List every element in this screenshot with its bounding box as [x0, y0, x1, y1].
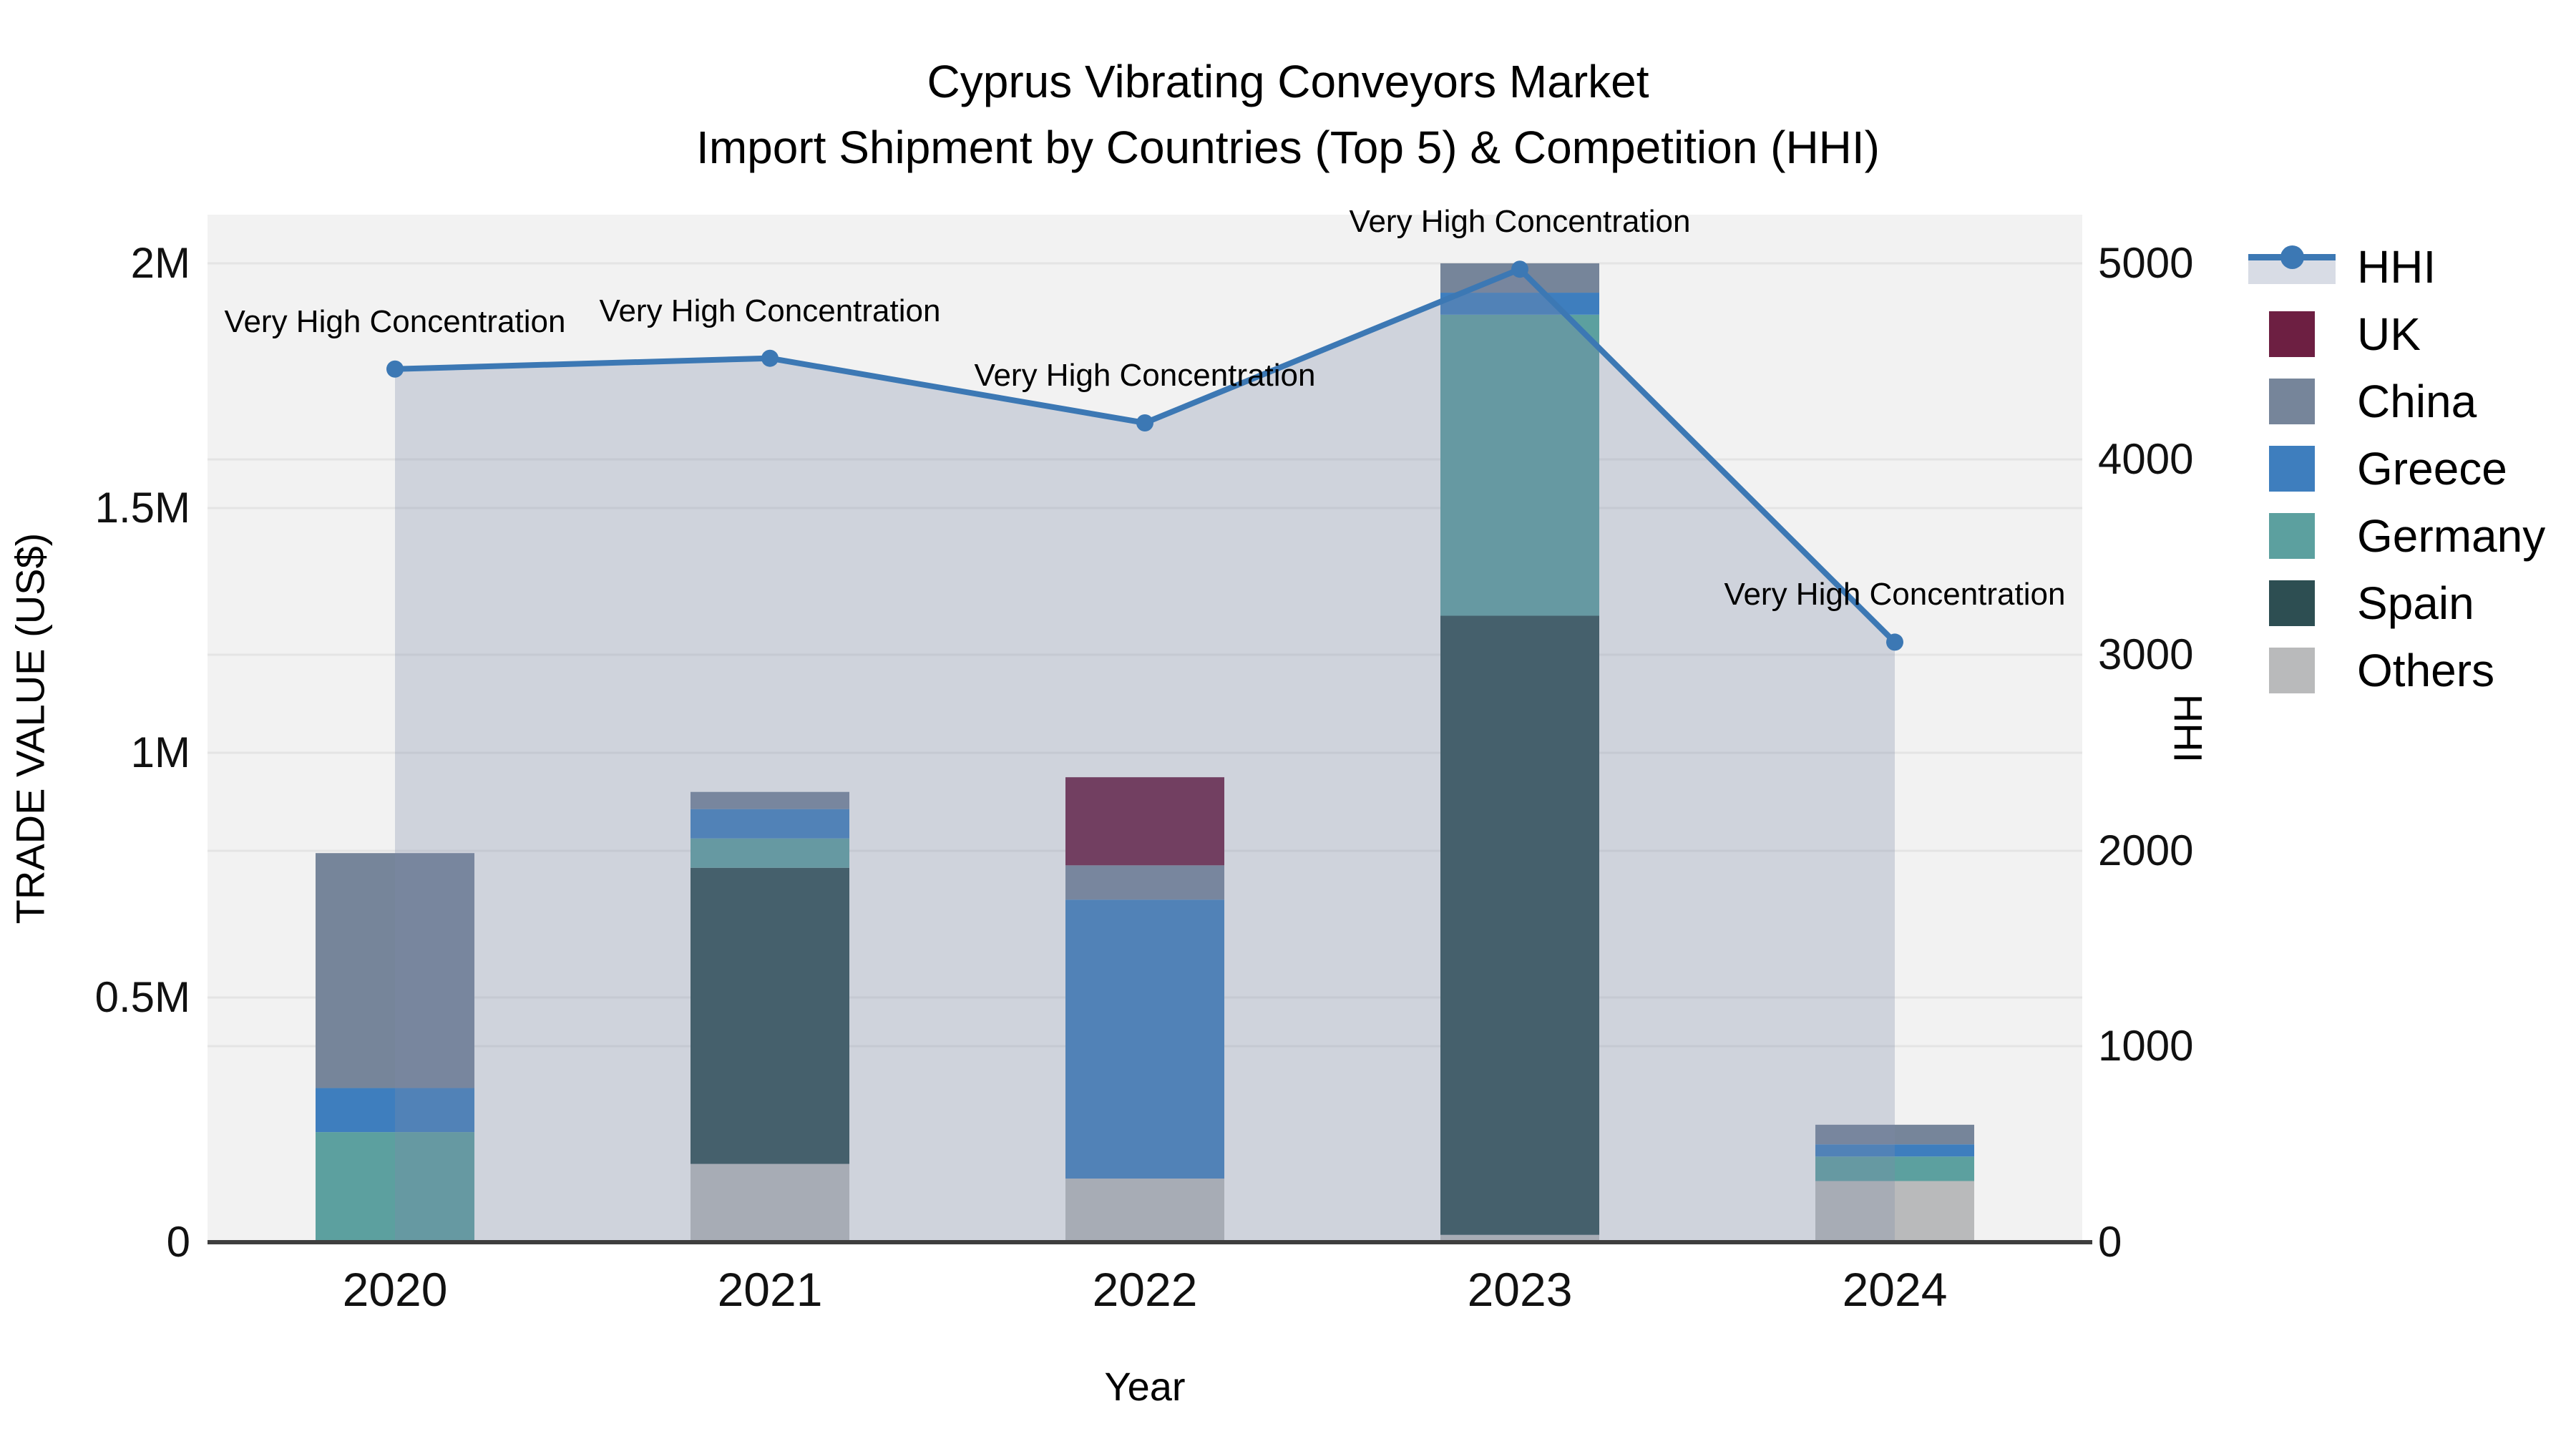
y-right-tick-0: 0 [2098, 1218, 2122, 1266]
legend-label-china: China [2357, 376, 2477, 427]
legend-swatch-china [2269, 379, 2315, 424]
bar-segment-spain-2023[interactable] [1440, 615, 1599, 1235]
bar-segment-greece-2021[interactable] [691, 809, 849, 839]
x-tick-2020: 2020 [342, 1263, 448, 1316]
x-tick-2022: 2022 [1092, 1263, 1198, 1316]
legend-swatch-spain [2269, 580, 2315, 626]
hhi-annotation-2024: Very High Concentration [1724, 577, 2066, 613]
hhi-marker-2021[interactable] [761, 349, 779, 367]
bar-segment-china-2022[interactable] [1065, 865, 1224, 900]
hhi-area [395, 269, 1895, 1242]
hhi-marker-2024[interactable] [1886, 633, 1903, 651]
bar-segment-greece-2023[interactable] [1440, 293, 1599, 315]
legend-line-sample [2248, 244, 2336, 290]
bar-segment-germany-2023[interactable] [1440, 314, 1599, 616]
x-tick-2024: 2024 [1842, 1263, 1948, 1316]
bar-segment-china-2024[interactable] [1815, 1124, 1974, 1145]
legend-swatch-sample [2248, 648, 2336, 693]
legend-item-others[interactable]: Others [2248, 637, 2545, 704]
y-right-tick-5000: 5000 [2098, 239, 2194, 287]
bar-segment-greece-2024[interactable] [1815, 1144, 1974, 1157]
legend-swatch-greece [2269, 446, 2315, 492]
y-left-tick-1M: 1M [130, 728, 190, 776]
legend-label-hhi: HHI [2357, 241, 2436, 293]
y-left-tick-0: 0 [166, 1218, 190, 1266]
legend-swatch-sample [2248, 513, 2336, 559]
chart-title-line1: Cyprus Vibrating Conveyors Market [927, 56, 1649, 107]
x-tick-2021: 2021 [717, 1263, 823, 1316]
bar-segment-greece-2022[interactable] [1065, 899, 1224, 1179]
y-left-tick-0.5M: 0.5M [94, 973, 190, 1021]
hhi-annotation-2020: Very High Concentration [224, 303, 566, 339]
legend-item-china[interactable]: China [2248, 368, 2545, 435]
legend-item-uk[interactable]: UK [2248, 301, 2545, 368]
y-right-tick-3000: 3000 [2098, 630, 2194, 679]
y-right-tick-1000: 1000 [2098, 1022, 2194, 1070]
hhi-marker-2022[interactable] [1136, 414, 1153, 431]
bar-segment-greece-2020[interactable] [316, 1088, 474, 1133]
legend-swatch-germany [2269, 513, 2315, 559]
y-right-tick-2000: 2000 [2098, 826, 2194, 874]
legend-swatch-sample [2248, 311, 2336, 357]
bar-segment-uk-2022[interactable] [1065, 777, 1224, 866]
legend-item-greece[interactable]: Greece [2248, 435, 2545, 502]
bar-segment-germany-2020[interactable] [316, 1132, 474, 1242]
bar-segment-others-2022[interactable] [1065, 1179, 1224, 1242]
chart-title-line2: Import Shipment by Countries (Top 5) & C… [696, 122, 1880, 173]
bar-segment-others-2023[interactable] [1440, 1234, 1599, 1242]
legend-item-hhi[interactable]: HHI [2248, 233, 2545, 301]
legend: HHI UK China Greece Germany Spain Others [2248, 233, 2545, 704]
legend-item-spain[interactable]: Spain [2248, 570, 2545, 637]
y-axis-title-right: HHI [2165, 693, 2211, 763]
legend-item-germany[interactable]: Germany [2248, 502, 2545, 570]
legend-swatch-others [2269, 648, 2315, 693]
bar-segment-china-2021[interactable] [691, 791, 849, 809]
legend-label-spain: Spain [2357, 577, 2474, 629]
x-tick-2023: 2023 [1467, 1263, 1573, 1316]
y-left-tick-2M: 2M [130, 239, 190, 287]
legend-swatch-uk [2269, 311, 2315, 357]
hhi-annotation-2021: Very High Concentration [599, 293, 941, 328]
legend-label-germany: Germany [2357, 510, 2546, 562]
hhi-marker-2020[interactable] [386, 360, 404, 378]
legend-swatch-sample [2248, 580, 2336, 626]
legend-marker-icon [2280, 245, 2304, 269]
legend-swatch-sample [2248, 446, 2336, 492]
legend-label-greece: Greece [2357, 443, 2507, 494]
x-axis-title: Year [1104, 1364, 1186, 1409]
bar-segment-germany-2021[interactable] [691, 838, 849, 868]
bar-segment-germany-2024[interactable] [1815, 1156, 1974, 1181]
hhi-annotation-2023: Very High Concentration [1349, 204, 1691, 240]
legend-swatch-sample [2248, 379, 2336, 424]
bar-segment-others-2021[interactable] [691, 1163, 849, 1242]
chart-title: Cyprus Vibrating Conveyors Market Import… [0, 49, 2576, 180]
hhi-annotation-2022: Very High Concentration [974, 357, 1316, 393]
legend-label-uk: UK [2357, 308, 2421, 360]
hhi-marker-2023[interactable] [1511, 260, 1528, 278]
bar-segment-china-2020[interactable] [316, 853, 474, 1088]
bar-segment-others-2024[interactable] [1815, 1181, 1974, 1243]
legend-label-others: Others [2357, 645, 2495, 696]
y-left-tick-1.5M: 1.5M [94, 484, 190, 532]
y-right-tick-4000: 4000 [2098, 434, 2194, 483]
bar-segment-spain-2021[interactable] [691, 867, 849, 1164]
